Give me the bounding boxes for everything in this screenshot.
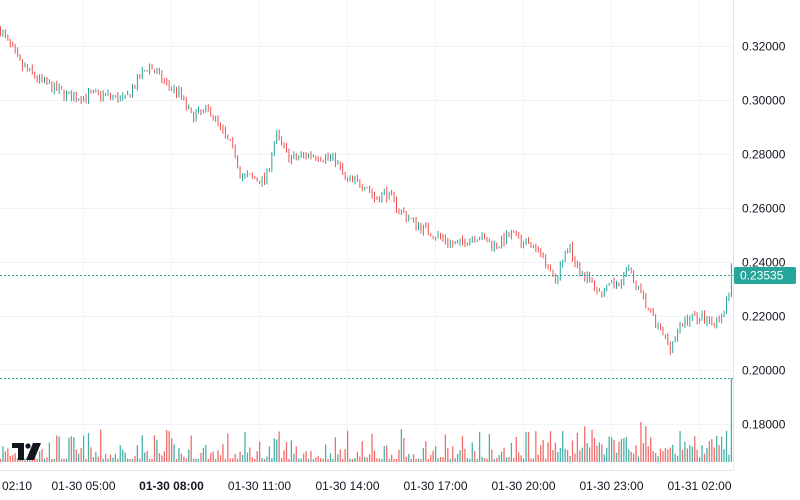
price-tick-label: 0.24000 xyxy=(742,256,786,270)
price-tick-label: 0.20000 xyxy=(742,364,786,378)
tradingview-logo-icon[interactable] xyxy=(12,443,41,460)
time-tick-label: 01-30 05:00 xyxy=(51,479,115,493)
last-price-badge: 0.23535 xyxy=(734,267,796,284)
price-tick-label: 0.32000 xyxy=(742,40,786,54)
price-axis[interactable]: 0.32000 0.30000 0.28000 0.26000 0.24000 0.220… xyxy=(742,40,786,432)
volume-bars xyxy=(0,378,733,462)
time-tick-label: 01-30 20:00 xyxy=(491,479,555,493)
time-tick-label: 02:10 xyxy=(2,479,32,493)
price-tick-label: 0.30000 xyxy=(742,94,786,108)
time-axis[interactable]: 02:10 01-30 05:00 01-30 08:00 01-30 11:00 01… xyxy=(2,479,732,493)
grid xyxy=(0,0,733,470)
price-tick-label: 0.26000 xyxy=(742,202,786,216)
candles xyxy=(0,26,732,355)
time-tick-label: 01-30 08:00 xyxy=(139,479,204,493)
price-tick-label: 0.22000 xyxy=(742,310,786,324)
time-tick-label: 01-30 11:00 xyxy=(228,479,291,493)
price-tick-label: 0.28000 xyxy=(742,148,786,162)
time-tick-label: 01-30 23:00 xyxy=(579,479,643,493)
price-tick-label: 0.18000 xyxy=(742,418,786,432)
last-price-label: 0.23535 xyxy=(740,269,784,283)
time-tick-label: 01-30 14:00 xyxy=(315,479,379,493)
last-price-badge-bg xyxy=(734,267,796,284)
time-tick-label: 01-30 17:00 xyxy=(403,479,467,493)
time-tick-label: 01-31 02:00 xyxy=(667,479,731,493)
